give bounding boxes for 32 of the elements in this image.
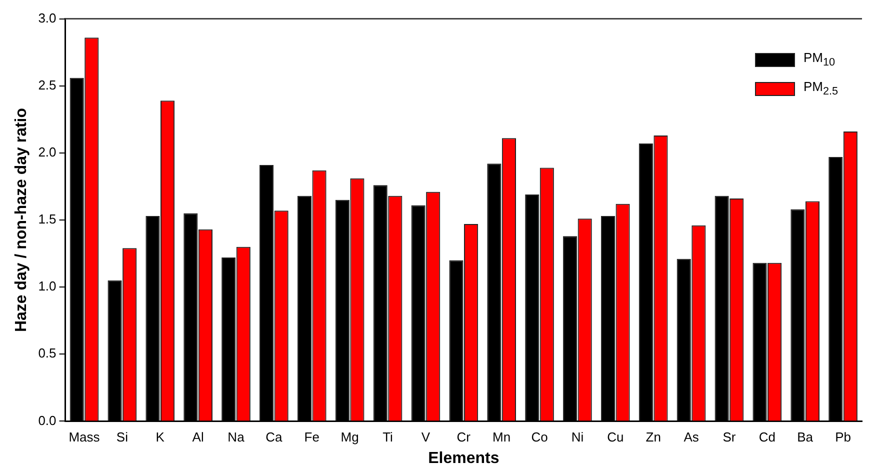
x-tick-label: Mn (492, 430, 511, 445)
x-tick-label: Zn (646, 430, 661, 445)
x-tick-label: Ca (266, 430, 284, 445)
x-tick-label: Al (192, 430, 204, 445)
x-axis-title: Elements (428, 450, 500, 467)
y-tick-label: 0.0 (38, 412, 56, 428)
x-tick-label: Ba (797, 430, 814, 445)
legend-label: PM$_{10}$ (803, 49, 835, 71)
y-tick-label: 3.0 (38, 10, 56, 26)
x-tick-label: K (156, 430, 165, 445)
x-tick-label: Mass (68, 430, 100, 445)
x-tick-label: As (684, 430, 700, 445)
y-tick-label: 1.5 (38, 212, 56, 227)
x-tick-label: Co (531, 430, 548, 445)
x-tick-label: Cd (758, 430, 776, 445)
y-tick-label: 2.5 (38, 77, 56, 92)
y-axis-title: Haze day / non-haze day ratio (13, 108, 30, 332)
x-tick-label: Cr (456, 430, 472, 445)
x-tick-label: V (421, 430, 430, 445)
x-tick-label: Mg (340, 430, 359, 445)
x-tick-label: Pb (835, 430, 851, 445)
x-tick-label: Fe (304, 430, 320, 445)
x-tick-label: Ti (382, 430, 394, 445)
legend-label: PM$_{2.5}$ (803, 78, 838, 100)
x-tick-label: Na (228, 430, 246, 445)
y-tick-label: 1.0 (38, 278, 56, 294)
x-tick-label: Si (116, 430, 128, 445)
x-tick-label: Cu (607, 430, 624, 445)
x-tick-label: Sr (722, 430, 736, 445)
x-tick-label: Ni (571, 430, 584, 445)
y-tick-label: 2.0 (38, 144, 56, 160)
y-tick-label: 0.5 (38, 346, 56, 361)
